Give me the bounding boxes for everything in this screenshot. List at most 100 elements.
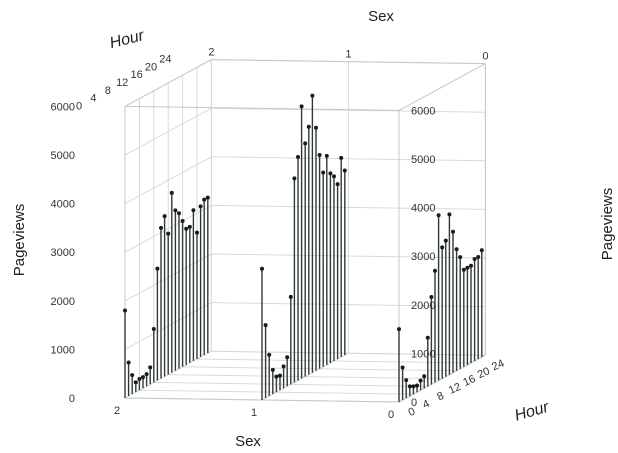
sex-tick-label-top: 1 <box>345 49 351 61</box>
stem-marker <box>166 231 171 236</box>
hour-tick-label-right: 12 <box>447 381 463 397</box>
hour-tick-label-right: 0 <box>407 406 417 419</box>
stem-marker <box>418 378 423 383</box>
stem-marker <box>317 152 322 157</box>
stem-marker <box>479 248 484 253</box>
stem-marker <box>187 224 192 229</box>
pageviews-tick-label-right: 5000 <box>411 154 435 166</box>
stem-marker <box>342 168 347 173</box>
stem-marker <box>476 255 481 260</box>
stem-marker <box>191 208 196 213</box>
stem-marker <box>328 171 333 176</box>
stem-marker <box>274 374 279 379</box>
stem-marker <box>173 208 178 213</box>
stem-marker <box>263 323 268 328</box>
stem-marker <box>415 383 419 388</box>
box-edge <box>124 105 400 111</box>
stem-marker <box>303 141 308 146</box>
hour-tick-label-right: 24 <box>490 357 506 373</box>
stem-marker <box>447 212 452 217</box>
box-edge <box>211 59 486 65</box>
hour-tick-label-top: 0 <box>76 100 82 112</box>
pageviews-axis-title-left: Pageviews <box>11 204 28 277</box>
stem-marker <box>339 155 344 160</box>
stem-marker <box>133 380 138 385</box>
hour-tick-label-top: 12 <box>116 77 128 89</box>
stem-marker <box>397 327 401 332</box>
stem-marker <box>296 154 300 159</box>
stem-marker <box>436 213 441 218</box>
stem-layer <box>123 93 484 402</box>
stem-marker <box>169 190 174 195</box>
stem-marker <box>126 360 131 365</box>
hour-tick-label-right: 20 <box>476 365 492 381</box>
hour-tick-label-right: 4 <box>421 398 431 411</box>
stem-marker <box>151 326 156 331</box>
stem-marker <box>400 365 405 370</box>
stem-marker <box>278 373 282 378</box>
stem-marker <box>285 355 290 360</box>
stem-marker <box>202 197 207 202</box>
stem-marker <box>267 352 272 357</box>
stem-marker <box>123 308 127 313</box>
hour-tick-label-right: 16 <box>461 373 477 389</box>
hour-axis-title-left: Hour <box>108 27 146 52</box>
box-edge <box>398 63 486 111</box>
stem-marker <box>299 104 304 109</box>
stem-marker <box>335 182 340 187</box>
stem-marker <box>184 226 189 231</box>
pageviews-tick-label-right: 0 <box>411 397 417 409</box>
stem-marker <box>440 245 445 250</box>
stem-marker <box>292 176 297 181</box>
stem-marker <box>433 268 437 273</box>
stem-marker <box>195 230 199 235</box>
stem-marker <box>310 93 315 98</box>
stem-marker <box>130 373 135 378</box>
stem-marker <box>404 378 409 383</box>
pageviews-axis-title-right: Pageviews <box>599 188 616 261</box>
sex-tick-label-top: 0 <box>482 51 488 63</box>
stem-marker <box>180 219 185 223</box>
hour-tick-label-top: 8 <box>105 85 111 97</box>
pageviews-tick-label-left: 3000 <box>51 247 75 259</box>
hour-tick-label-right: 8 <box>435 390 445 403</box>
stem-marker <box>465 265 470 270</box>
pageviews-tick-label-left: 6000 <box>51 101 75 113</box>
stem-marker <box>461 267 466 272</box>
stem-marker <box>472 256 477 261</box>
hour-tick-label-top: 16 <box>130 69 142 81</box>
sex-axis-title-top: Sex <box>368 8 394 25</box>
stem-marker <box>469 263 473 268</box>
stem-marker <box>281 364 286 369</box>
stem-marker <box>159 225 163 230</box>
stem-marker <box>141 375 145 380</box>
stem-marker <box>411 384 416 389</box>
pageviews-tick-label-right: 2000 <box>411 300 435 312</box>
hour-axis-title-right: Hour <box>513 399 552 425</box>
stem-marker <box>144 372 149 377</box>
stem-marker <box>288 294 293 299</box>
pageviews-tick-label-left: 1000 <box>51 344 75 356</box>
stem-marker <box>425 335 430 340</box>
stem-marker <box>422 374 427 379</box>
box-edge <box>124 59 212 107</box>
stem-marker <box>162 214 167 219</box>
sex-tick-label-bottom: 1 <box>251 407 257 419</box>
pageviews-tick-label-right: 6000 <box>411 105 435 117</box>
stem-marker <box>270 367 275 372</box>
pageviews-tick-label-left: 4000 <box>51 199 75 211</box>
stem-marker <box>260 266 264 271</box>
stem-marker <box>198 204 203 209</box>
pageviews-tick-label-left: 5000 <box>51 150 75 162</box>
stem-marker <box>324 153 329 158</box>
stem-marker <box>137 377 142 382</box>
hour-tick-label-top: 4 <box>90 93 96 105</box>
hour-tick-label-top: 24 <box>159 54 171 66</box>
pageviews-tick-label-right: 4000 <box>411 203 435 215</box>
hour-tick-label-top: 20 <box>145 61 157 73</box>
stem-marker <box>458 255 463 260</box>
stem-marker <box>451 229 455 234</box>
stem-marker <box>314 125 318 130</box>
